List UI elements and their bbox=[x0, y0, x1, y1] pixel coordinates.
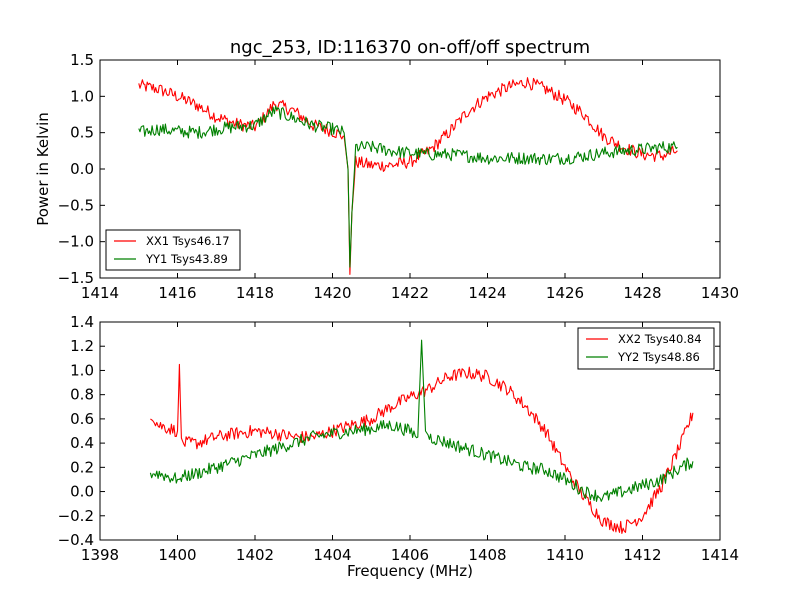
y-tick-label: −0.5 bbox=[58, 196, 94, 214]
legend-box-top bbox=[105, 229, 241, 271]
x-tick-label: 1418 bbox=[236, 284, 274, 302]
y-tick-label: 1.0 bbox=[70, 361, 94, 379]
legend-top: XX1 Tsys46.17 YY1 Tsys43.89 bbox=[105, 229, 241, 271]
y-tick-label: 0.0 bbox=[70, 483, 94, 501]
y-tick-label: −0.4 bbox=[58, 531, 94, 549]
x-tick-label: 1412 bbox=[623, 546, 661, 564]
x-tick-label: 1422 bbox=[391, 284, 429, 302]
y-tick-label: 1.5 bbox=[70, 51, 94, 69]
bottom-axes: Frequency (MHz) 1398 1400 1402 1404 1406 1408… bbox=[58, 313, 740, 580]
x-tick-label: 1424 bbox=[468, 284, 506, 302]
legend-bottom: XX2 Tsys40.84 YY2 Tsys48.86 bbox=[577, 327, 715, 370]
legend-label-xx2: XX2 Tsys40.84 bbox=[618, 332, 702, 346]
plot-frame-bottom bbox=[99, 321, 721, 541]
x-tick-label: 1428 bbox=[623, 284, 661, 302]
series-line-yy2 bbox=[149, 339, 694, 502]
ticks-bottom: 1398 1400 1402 1404 1406 1408 1410 1412 1414 −0.4… bbox=[58, 313, 740, 564]
x-tick-label: 1426 bbox=[546, 284, 584, 302]
legend-label-yy2: YY2 Tsys48.86 bbox=[617, 350, 700, 364]
y-axis-label: Power in Kelvin bbox=[34, 112, 52, 226]
y-tick-label: 0.6 bbox=[70, 410, 94, 428]
series-line-xx2 bbox=[150, 363, 694, 534]
y-tick-label: −1.0 bbox=[58, 233, 94, 251]
series-line-yy1 bbox=[138, 105, 678, 268]
ticks-top: 1414 1416 1418 1420 1422 1424 1426 1428 1430 −1.5… bbox=[58, 51, 740, 302]
x-tick-label: 1430 bbox=[701, 284, 739, 302]
legend-box-bottom bbox=[577, 327, 715, 370]
y-tick-label: 1.4 bbox=[70, 313, 94, 331]
y-tick-label: −1.5 bbox=[58, 269, 94, 287]
x-axis-label: Frequency (MHz) bbox=[347, 562, 473, 580]
y-tick-label: 1.2 bbox=[70, 337, 94, 355]
chart-title: ngc_253, ID:116370 on-off/off spectrum bbox=[230, 37, 590, 58]
x-tick-label: 1406 bbox=[391, 546, 429, 564]
series-lines-top bbox=[138, 77, 678, 275]
x-tick-label: 1420 bbox=[313, 284, 351, 302]
y-tick-label: −0.2 bbox=[58, 507, 94, 525]
legend-label-xx1: XX1 Tsys46.17 bbox=[146, 234, 230, 248]
x-tick-label: 1414 bbox=[81, 284, 119, 302]
x-tick-label: 1404 bbox=[313, 546, 351, 564]
x-tick-label: 1402 bbox=[236, 546, 274, 564]
x-tick-label: 1408 bbox=[468, 546, 506, 564]
y-tick-label: 0.5 bbox=[70, 124, 94, 142]
y-tick-label: 0.0 bbox=[70, 160, 94, 178]
x-tick-label: 1416 bbox=[158, 284, 196, 302]
top-axes: ngc_253, ID:116370 on-off/off spectrum P… bbox=[34, 37, 739, 302]
y-tick-label: 0.2 bbox=[70, 458, 94, 476]
x-tick-label: 1414 bbox=[701, 546, 739, 564]
y-tick-label: 1.0 bbox=[70, 87, 94, 105]
x-tick-label: 1400 bbox=[158, 546, 196, 564]
y-tick-label: 0.8 bbox=[70, 386, 94, 404]
y-tick-label: 0.4 bbox=[70, 434, 94, 452]
plot-frame-top bbox=[99, 59, 721, 279]
series-lines-bottom bbox=[149, 339, 694, 534]
x-tick-label: 1410 bbox=[546, 546, 584, 564]
legend-label-yy1: YY1 Tsys43.89 bbox=[145, 252, 228, 266]
x-tick-label: 1398 bbox=[81, 546, 119, 564]
